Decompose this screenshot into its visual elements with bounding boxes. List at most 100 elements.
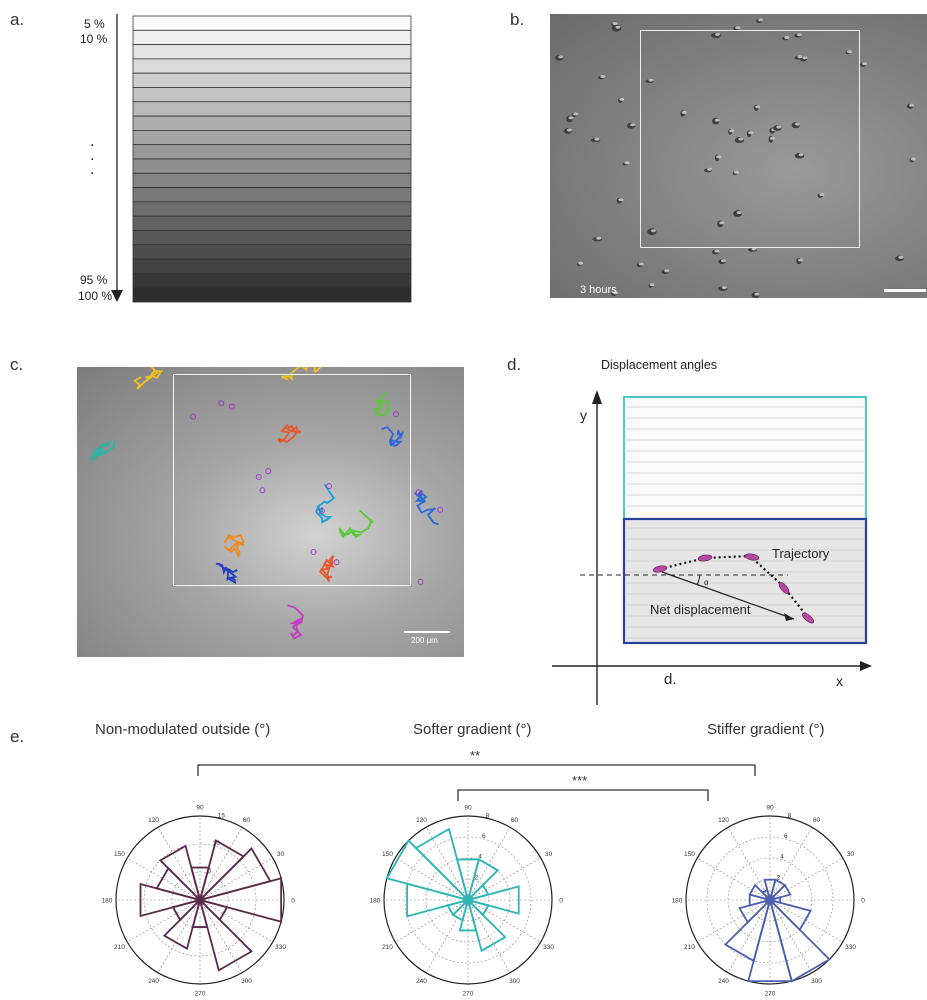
- cell: [622, 161, 630, 166]
- polar-bin-330: [464, 898, 490, 917]
- polar-chart-stiffer: 0 30 60 90 120 150 180 210 240 270 300 330 2 4 6 8: [672, 805, 866, 998]
- cell: [592, 236, 602, 242]
- cell: [712, 249, 720, 255]
- angle-tick-label: 210: [382, 944, 393, 951]
- polar-bin-0: [464, 885, 520, 915]
- angle-tick-label: 60: [511, 817, 519, 824]
- gradient-stripe: [132, 15, 412, 31]
- time-label: 3 hours: [580, 284, 617, 296]
- cell-track: [223, 533, 245, 559]
- angle-tick-label: 330: [845, 944, 856, 951]
- radial-tick-label: 2: [777, 874, 781, 881]
- cell-track: [277, 423, 302, 444]
- cell: [636, 262, 644, 268]
- cell: [895, 255, 904, 262]
- gradient-stripe: [132, 101, 412, 117]
- cell: [618, 97, 625, 104]
- radial-tick-label: 4: [780, 854, 784, 861]
- cell-marker: [259, 487, 266, 494]
- cell-track: [381, 426, 404, 447]
- panel-b-label: b.: [510, 10, 525, 29]
- cell: [647, 228, 657, 236]
- cell: [728, 128, 735, 135]
- cell: [794, 152, 805, 159]
- angle-tick-label: 330: [543, 944, 554, 951]
- cell-track: [314, 483, 336, 524]
- cell-track: [319, 555, 336, 582]
- radial-tick-label: 8: [486, 812, 490, 819]
- cell: [590, 137, 601, 143]
- angle-tick-label: 0: [861, 898, 865, 905]
- cell-marker: [417, 578, 424, 585]
- scale-bar-label-c: 200 μm: [411, 636, 438, 645]
- cell: [747, 247, 758, 252]
- cell: [753, 104, 761, 111]
- angle-tick-label: 120: [718, 817, 729, 824]
- displacement-diagram: α y x Trajectory Net displacement d.: [552, 390, 872, 705]
- roi-box-c: [173, 374, 411, 586]
- gradient-stripe: [132, 244, 412, 260]
- scale-bar-b: [884, 289, 926, 292]
- stiffer-region-box: [622, 517, 868, 645]
- angle-tick-label: 180: [102, 898, 113, 905]
- microscopy-image-b: 3 hours: [550, 14, 927, 298]
- cell: [711, 32, 721, 39]
- polar-chart-softer: 0 30 60 90 120 150 180 210 240 270 300 330 2 4 6 8: [370, 805, 564, 998]
- cell-track: [413, 489, 439, 526]
- radial-tick-label: 10: [213, 840, 221, 847]
- cell-track: [132, 367, 164, 390]
- gradient-stripe: [132, 72, 412, 88]
- cell-marker: [415, 489, 422, 496]
- d-sublabel: d.: [664, 671, 677, 688]
- cell-marker: [392, 411, 399, 418]
- angle-tick-label: 150: [684, 851, 695, 858]
- polar-bin-330: [196, 898, 229, 922]
- cell: [712, 117, 720, 125]
- radial-tick-label: 2: [475, 874, 479, 881]
- angle-tick-label: 0: [559, 898, 563, 905]
- cell: [768, 135, 775, 143]
- cell: [645, 78, 654, 83]
- net-displacement-label: Net displacement: [650, 602, 751, 617]
- cell: [571, 112, 579, 118]
- x-axis-label: x: [836, 673, 843, 689]
- angle-tick-label: 0: [291, 898, 295, 905]
- radial-tick-label: 5: [208, 867, 212, 874]
- cell: [845, 50, 853, 55]
- angle-tick-label: 30: [277, 851, 285, 858]
- angle-tick-label: 30: [545, 851, 553, 858]
- significance-brackets: ** ***: [197, 748, 756, 801]
- angle-tick-label: 90: [464, 805, 472, 812]
- gradient-stripe: [132, 187, 412, 203]
- gradient-arrow: [111, 14, 123, 302]
- panel-c-label: c.: [10, 355, 24, 374]
- cell: [791, 122, 801, 129]
- angle-tick-label: 300: [811, 978, 822, 985]
- cell: [563, 128, 573, 134]
- angle-tick-label: 180: [672, 898, 683, 905]
- tracking-image-c: 200 μm: [77, 367, 464, 657]
- polar-bin-300: [198, 896, 253, 972]
- net-displacement-arrow: [661, 571, 795, 620]
- cell: [597, 75, 606, 80]
- angle-alpha: α: [704, 578, 709, 587]
- angle-tick-label: 240: [718, 978, 729, 985]
- cell: [794, 55, 803, 60]
- cell: [555, 54, 564, 61]
- softer-region-box: [623, 396, 867, 520]
- percent-label-bottom-2: 100 %: [78, 289, 113, 303]
- radial-tick-label: 6: [482, 833, 486, 840]
- cell: [616, 197, 624, 204]
- gradient-stripe: [132, 144, 412, 160]
- polar-title-3: Stiffer gradient (°): [707, 721, 825, 738]
- cell: [576, 261, 584, 266]
- polar-bin-180: [139, 882, 204, 918]
- percent-label-bottom-1: 95 %: [80, 273, 108, 287]
- cell-track: [287, 604, 305, 640]
- gradient-stripe: [132, 44, 412, 60]
- panel-a-label: a.: [10, 10, 25, 29]
- significance-triple: ***: [572, 773, 587, 788]
- gradient-stripe: [132, 29, 412, 46]
- cell: [782, 36, 790, 41]
- radial-tick-label: 6: [784, 833, 788, 840]
